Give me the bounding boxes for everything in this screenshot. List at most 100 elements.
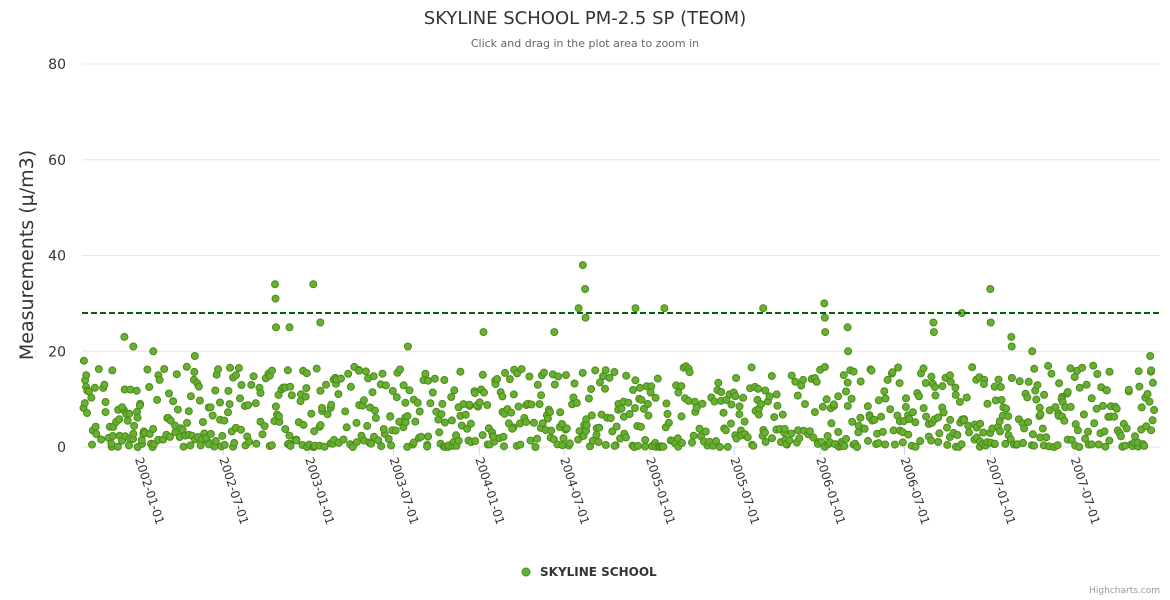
data-point[interactable] (1100, 427, 1109, 436)
data-point[interactable] (186, 392, 195, 401)
data-point[interactable] (368, 388, 377, 397)
data-point[interactable] (908, 408, 917, 417)
data-point[interactable] (1105, 367, 1114, 376)
data-point[interactable] (767, 372, 776, 380)
data-point[interactable] (874, 439, 883, 448)
data-point[interactable] (272, 323, 280, 332)
data-point[interactable] (735, 410, 744, 419)
data-point[interactable] (757, 400, 765, 409)
data-point[interactable] (631, 376, 640, 385)
data-point[interactable] (1028, 430, 1037, 439)
data-point[interactable] (678, 438, 686, 447)
data-point[interactable] (968, 363, 977, 372)
data-point[interactable] (149, 347, 158, 356)
data-point[interactable] (286, 382, 295, 391)
data-point[interactable] (761, 437, 770, 446)
data-point[interactable] (732, 374, 741, 382)
data-point[interactable] (179, 442, 188, 451)
data-point[interactable] (533, 380, 542, 389)
data-point[interactable] (664, 418, 673, 427)
data-point[interactable] (1146, 352, 1155, 360)
data-point[interactable] (352, 438, 361, 447)
data-point[interactable] (641, 436, 650, 444)
data-point[interactable] (810, 408, 819, 417)
data-point[interactable] (543, 414, 552, 423)
data-point[interactable] (1101, 442, 1110, 451)
data-point[interactable] (922, 412, 931, 421)
data-point[interactable] (880, 387, 889, 396)
data-point[interactable] (260, 422, 269, 431)
data-point[interactable] (692, 403, 701, 412)
data-point[interactable] (759, 304, 768, 313)
data-point[interactable] (1143, 390, 1152, 398)
data-point[interactable] (135, 401, 144, 410)
data-point[interactable] (898, 438, 907, 447)
data-point[interactable] (1073, 426, 1082, 435)
data-point[interactable] (848, 417, 857, 426)
data-point[interactable] (450, 386, 459, 395)
data-point[interactable] (224, 408, 232, 417)
data-point[interactable] (302, 369, 311, 378)
data-point[interactable] (689, 431, 698, 440)
data-point[interactable] (456, 367, 465, 376)
data-point[interactable] (403, 412, 412, 421)
data-point[interactable] (805, 427, 814, 436)
data-point[interactable] (1004, 412, 1013, 421)
data-point[interactable] (964, 421, 973, 430)
data-point[interactable] (791, 377, 800, 386)
data-point[interactable] (125, 441, 133, 450)
data-point[interactable] (842, 387, 850, 396)
data-point[interactable] (646, 388, 655, 397)
data-point[interactable] (559, 434, 568, 443)
data-point[interactable] (1147, 366, 1156, 375)
data-point[interactable] (537, 391, 546, 400)
data-point[interactable] (929, 318, 938, 327)
data-point[interactable] (465, 400, 474, 409)
data-point[interactable] (312, 364, 321, 373)
data-point[interactable] (721, 426, 730, 435)
data-point[interactable] (863, 402, 872, 411)
data-point[interactable] (636, 422, 645, 431)
data-point[interactable] (934, 413, 943, 422)
data-point[interactable] (1112, 404, 1121, 413)
data-point[interactable] (1047, 369, 1056, 378)
data-point[interactable] (996, 383, 1005, 391)
data-point[interactable] (719, 408, 728, 417)
data-point[interactable] (352, 418, 361, 427)
data-point[interactable] (218, 431, 227, 440)
data-point[interactable] (594, 438, 603, 446)
data-point[interactable] (216, 398, 224, 407)
data-point[interactable] (1036, 410, 1045, 419)
data-point[interactable] (92, 430, 101, 438)
data-point[interactable] (1134, 367, 1143, 376)
data-point[interactable] (415, 407, 424, 416)
data-point[interactable] (392, 393, 401, 402)
data-point[interactable] (461, 410, 470, 419)
data-point[interactable] (169, 397, 178, 406)
data-point[interactable] (979, 380, 988, 389)
data-point[interactable] (785, 436, 794, 445)
data-point[interactable] (271, 294, 280, 303)
data-point[interactable] (130, 421, 139, 430)
data-point[interactable] (337, 374, 345, 383)
data-point[interactable] (731, 392, 740, 401)
data-point[interactable] (584, 394, 593, 403)
data-point[interactable] (864, 436, 872, 445)
data-point[interactable] (493, 375, 502, 383)
data-point[interactable] (195, 396, 204, 405)
data-point[interactable] (1084, 427, 1092, 436)
data-point[interactable] (787, 371, 796, 380)
data-point[interactable] (423, 442, 432, 451)
data-point[interactable] (727, 419, 735, 428)
data-point[interactable] (605, 373, 614, 382)
data-point[interactable] (283, 366, 292, 375)
data-point[interactable] (765, 392, 774, 401)
data-point[interactable] (834, 428, 843, 436)
data-point[interactable] (411, 417, 420, 426)
data-point[interactable] (318, 404, 326, 412)
data-point[interactable] (795, 434, 804, 443)
data-point[interactable] (80, 399, 89, 408)
data-point[interactable] (935, 429, 944, 438)
data-point[interactable] (236, 394, 244, 403)
